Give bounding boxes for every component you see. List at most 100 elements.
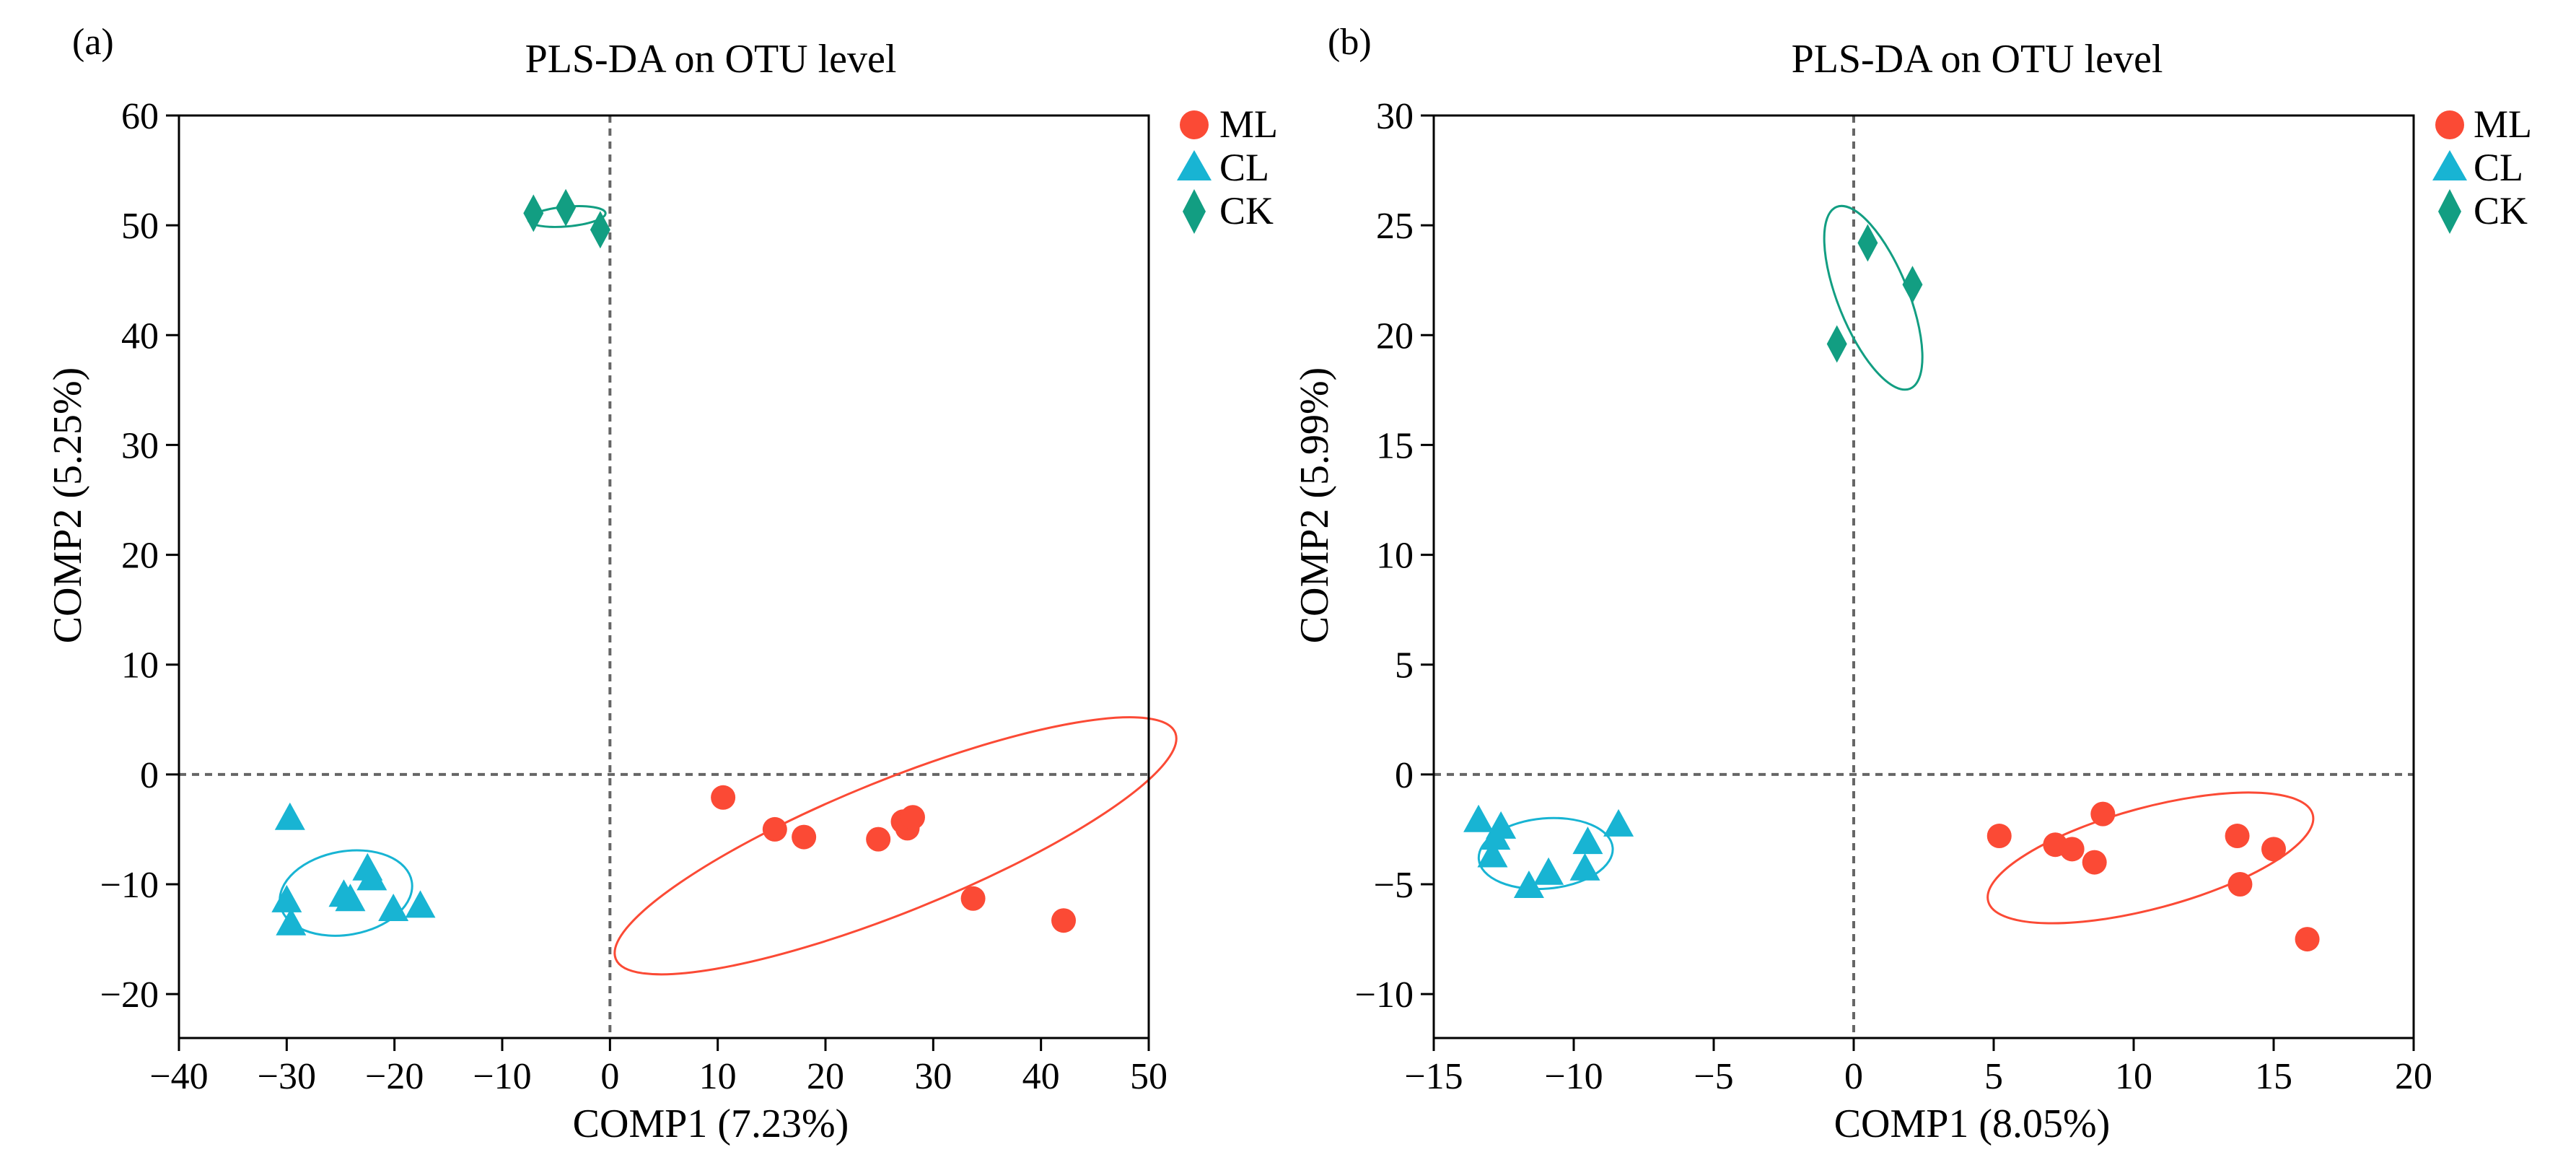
point-ml (792, 824, 817, 850)
x-tick-label: 5 (1984, 1056, 2003, 1097)
point-cl (335, 884, 366, 912)
y-tick-label: −5 (1374, 865, 1414, 906)
point-cl (274, 802, 305, 830)
point-cl (271, 884, 302, 912)
legend-ml-label: ML (1219, 103, 1278, 146)
legend-ck-label: CK (2474, 189, 2528, 232)
x-tick-label: −15 (1404, 1056, 1463, 1097)
y-tick-label: 0 (1395, 755, 1414, 796)
point-ck (523, 194, 544, 232)
panel-a-label: (a) (72, 22, 114, 63)
point-ml (900, 805, 925, 830)
panel-a-axes-frame (178, 114, 1150, 1039)
y-tick-label: 10 (1376, 536, 1414, 577)
point-cl (1477, 840, 1508, 868)
y-tick-label: −10 (100, 865, 159, 906)
x-tick-label: 15 (2255, 1056, 2292, 1097)
panel-b-confidence-ellipses (1477, 204, 2315, 925)
point-ml (2261, 837, 2286, 862)
y-tick-label: 20 (121, 536, 159, 577)
point-cl (1572, 827, 1603, 855)
panel-a-ylabel: COMP2 (5.25%) (45, 367, 90, 644)
panel-a-confidence-ellipses (279, 205, 1178, 976)
y-tick-label: 5 (1395, 645, 1414, 686)
point-ck (1826, 325, 1847, 363)
point-ml (2090, 801, 2116, 827)
y-tick-label: 40 (121, 315, 159, 357)
x-tick-label: −20 (365, 1056, 424, 1097)
panel-b-xlabel: COMP1 (8.05%) (1834, 1102, 2111, 1146)
x-tick-label: 10 (699, 1056, 737, 1097)
panel-a: (a) PLS-DA on OTU level COMP1 (7.23%) CO… (45, 22, 1278, 1146)
point-cl (1569, 853, 1600, 881)
panel-b-axes-frame (1432, 114, 2415, 1039)
panel-a-xlabel: COMP1 (7.23%) (573, 1102, 849, 1146)
point-ml (1986, 824, 2012, 849)
point-ml (866, 827, 891, 852)
panel-b-title: PLS-DA on OTU level (1792, 37, 2163, 82)
point-ml (711, 785, 736, 810)
x-tick-label: −40 (149, 1056, 208, 1097)
point-cl (276, 907, 307, 936)
point-cl (1603, 808, 1634, 837)
y-tick-label: −20 (100, 974, 159, 1016)
point-ml (2225, 824, 2250, 849)
ellipse-cl (1477, 816, 1614, 891)
point-ml (960, 886, 986, 911)
ellipse-ml (613, 716, 1178, 976)
y-tick-label: 10 (121, 645, 159, 686)
panel-b-legend: ML CL CK (2432, 103, 2532, 234)
point-ml (2082, 850, 2107, 875)
panel-a-ticks: −40 −30 −20 −10 0 10 20 30 40 50 −20 −10 0 10 20 30 40 50… (100, 96, 1167, 1097)
point-ml (1051, 908, 1077, 933)
x-tick-label: −10 (1544, 1056, 1603, 1097)
point-ck (1902, 266, 1923, 304)
y-tick-label: 25 (1376, 206, 1414, 247)
panel-b-ticks: −15 −10 −5 0 5 10 15 20 −10 −5 0 5 10 15 20 25 30 (1355, 96, 2432, 1097)
point-cl (405, 890, 436, 918)
x-tick-label: 20 (2395, 1056, 2432, 1097)
legend-ml-marker (1180, 110, 1209, 139)
x-tick-label: 0 (1844, 1056, 1863, 1097)
panel-b: (b) PLS-DA on OTU level COMP1 (8.05%) CO… (1292, 22, 2532, 1146)
panel-b-ylabel: COMP2 (5.99%) (1292, 367, 1337, 644)
point-ck (556, 188, 577, 227)
point-cl (1513, 871, 1544, 899)
point-ck (590, 211, 610, 249)
legend-ck-marker (2438, 189, 2461, 234)
panel-a-points (271, 188, 1077, 936)
y-tick-label: 20 (1376, 315, 1414, 357)
legend-cl-label: CL (2474, 146, 2523, 189)
point-ml (762, 816, 787, 842)
point-ml (2295, 927, 2320, 952)
x-tick-label: 10 (2115, 1056, 2152, 1097)
y-tick-label: 15 (1376, 425, 1414, 466)
x-tick-label: 0 (600, 1056, 619, 1097)
legend-ck-label: CK (1219, 189, 1274, 232)
y-tick-label: 0 (140, 755, 159, 796)
x-tick-label: 30 (914, 1056, 952, 1097)
point-ml (2227, 872, 2253, 897)
panel-b-label: (b) (1328, 22, 1372, 63)
x-tick-label: −30 (258, 1056, 316, 1097)
legend-cl-marker (2432, 150, 2467, 180)
legend-cl-marker (1177, 150, 1212, 180)
legend-cl-label: CL (1219, 146, 1269, 189)
point-cl (1480, 822, 1511, 850)
panel-b-points (1463, 224, 2320, 952)
panel-a-title: PLS-DA on OTU level (525, 37, 897, 82)
x-tick-label: 50 (1130, 1056, 1167, 1097)
legend-ml-marker (2435, 110, 2464, 139)
panel-a-legend: ML CL CK (1177, 103, 1278, 234)
legend-ck-marker (1183, 189, 1206, 234)
y-tick-label: −10 (1355, 974, 1414, 1016)
point-cl (356, 863, 387, 891)
y-tick-label: 60 (121, 96, 159, 137)
ellipse-ck (1823, 204, 1924, 391)
legend-ml-label: ML (2474, 103, 2532, 146)
x-tick-label: 20 (807, 1056, 844, 1097)
point-cl (1533, 857, 1564, 885)
y-tick-label: 30 (1376, 96, 1414, 137)
point-cl (378, 893, 409, 921)
